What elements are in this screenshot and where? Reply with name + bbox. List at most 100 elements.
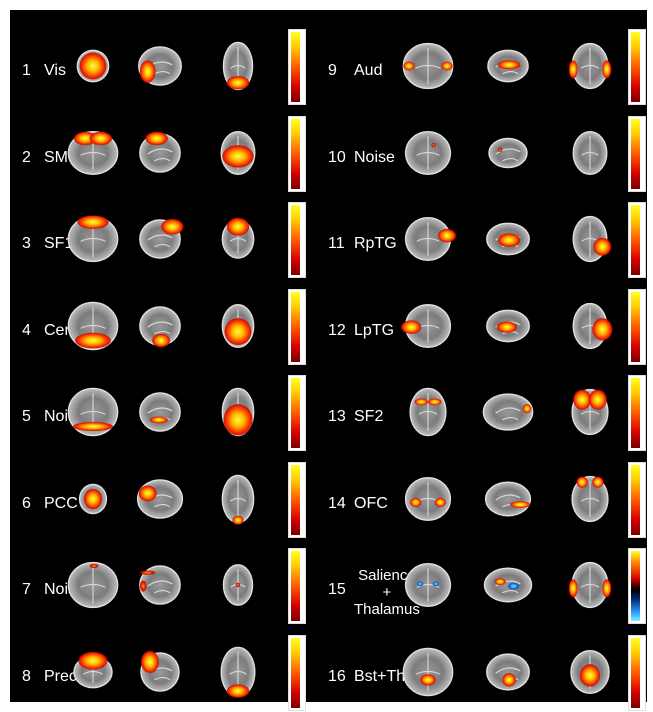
component-panel: 9 Aud [328, 26, 647, 106]
activation-blob [497, 146, 503, 152]
component-label: LpTG [354, 321, 395, 339]
axial-brain-slice [572, 130, 608, 175]
brain-structure [147, 580, 173, 594]
activation-blob [568, 60, 578, 79]
axial-brain-slice [221, 387, 255, 437]
brain-outline [488, 137, 528, 168]
activation-blob [139, 570, 156, 575]
component-number: 3 [22, 235, 31, 252]
component-label: Aud [354, 62, 383, 79]
colorbar-gradient [631, 32, 640, 102]
brain-outline [139, 565, 181, 605]
brain-structure [495, 580, 521, 594]
brain-structure [581, 135, 599, 170]
component-number: 5 [22, 408, 31, 425]
colorbar [628, 288, 646, 365]
component-label: Salience + Thalamus [354, 567, 420, 618]
component-label: Prec [44, 667, 77, 685]
sagittal-brain-slice [484, 481, 532, 516]
axial-brain-slice [220, 130, 256, 175]
coronal-brain-slice [402, 42, 454, 90]
coronal-brain-slice [67, 561, 119, 609]
activation-blob [161, 218, 184, 235]
colorbar [288, 548, 306, 624]
activation-blob [89, 131, 113, 145]
activation-blob [223, 404, 253, 436]
colorbar-gradient [631, 637, 640, 708]
activation-blob [602, 579, 612, 598]
coronal-brain-slice [404, 217, 456, 261]
colorbar [628, 461, 646, 538]
component-panel: 5 Noise [10, 372, 328, 452]
component-number: 14 [328, 494, 346, 512]
colorbar-gradient [631, 464, 640, 535]
colorbar [628, 634, 646, 711]
component-number: 16 [328, 667, 346, 685]
component-number: 2 [22, 148, 31, 166]
activation-blob [75, 332, 111, 348]
component-panel: 14 OFC [328, 459, 647, 539]
coronal-brain-slice [67, 387, 119, 437]
sagittal-brain-slice [486, 309, 530, 342]
axial-brain-slice [568, 561, 612, 609]
axial-brain-slice [572, 215, 612, 263]
colorbar-gradient [291, 291, 300, 362]
sagittal-brain-slice [139, 131, 181, 173]
activation-blob [508, 582, 520, 590]
brain-structure [147, 147, 173, 161]
brain-outline [482, 393, 534, 431]
sagittal-brain-slice [486, 222, 530, 256]
activation-blob [428, 398, 442, 406]
activation-blob [522, 404, 532, 414]
colorbar-gradient [291, 464, 300, 535]
colorbar [628, 375, 646, 451]
colorbar-gradient [631, 118, 640, 189]
activation-blob [420, 673, 436, 685]
activation-blob [576, 476, 588, 488]
axial-brain-slice [222, 41, 254, 91]
component-panel: 2 SM [10, 113, 328, 193]
activation-blob [414, 398, 428, 406]
activation-blob [224, 317, 252, 345]
activation-blob [441, 61, 453, 71]
colorbar [628, 548, 646, 624]
activation-blob [235, 582, 241, 588]
sagittal-brain-slice [488, 137, 528, 168]
component-number: 1 [22, 62, 31, 79]
sagittal-brain-slice [139, 565, 181, 605]
component-number: 8 [22, 667, 31, 685]
brain-structure [418, 392, 438, 432]
activation-blob [222, 144, 254, 168]
activation-blob [79, 52, 107, 80]
activation-blob [77, 215, 109, 229]
activation-blob [592, 317, 613, 341]
brain-structure [495, 147, 521, 161]
activation-blob [89, 563, 99, 569]
brain-outline [139, 392, 181, 432]
activation-blob [139, 580, 147, 592]
colorbar [288, 461, 306, 538]
brain-outline [484, 481, 532, 516]
colorbar-gradient [631, 378, 640, 448]
component-number: 13 [328, 408, 346, 425]
colorbar-gradient [291, 118, 300, 189]
activation-blob [593, 237, 612, 256]
activation-blob [72, 422, 114, 432]
brain-structure [415, 48, 441, 84]
activation-blob [502, 672, 516, 687]
activation-blob [226, 76, 250, 90]
component-number: 9 [328, 62, 337, 79]
colorbar-gradient [291, 551, 300, 621]
component-label: OFC [354, 494, 388, 512]
brain-structure [495, 407, 521, 421]
component-number: 11 [328, 235, 345, 252]
colorbar [288, 202, 306, 278]
brain-structure [147, 234, 173, 248]
colorbar [288, 375, 306, 451]
colorbar-gradient [631, 551, 640, 621]
activation-blob [73, 131, 97, 145]
activation-blob [496, 321, 517, 333]
coronal-brain-slice [67, 301, 119, 350]
axial-brain-slice [221, 217, 255, 259]
axial-brain-slice [571, 388, 609, 436]
